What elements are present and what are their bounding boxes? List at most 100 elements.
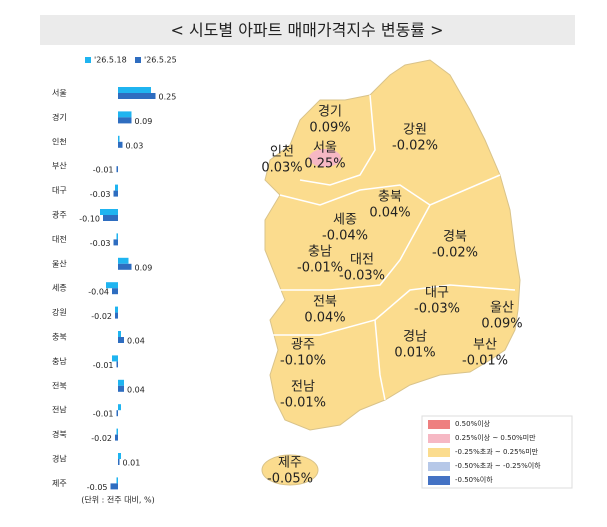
bar (115, 434, 118, 441)
region-border (374, 319, 386, 401)
value-label: -0.02 (91, 434, 112, 443)
value-label: -0.03 (90, 190, 111, 199)
value-label: 0.09 (135, 263, 153, 272)
region-name: 광주 (291, 338, 315, 353)
category-label: 충북 (52, 333, 67, 342)
region-name: 경북 (443, 230, 467, 245)
map-legend-swatch (428, 462, 450, 471)
bar (115, 184, 118, 191)
bar (110, 483, 118, 490)
region-name: 충남 (308, 245, 332, 260)
legend-label: '26.5.18 (94, 56, 127, 65)
bar (116, 233, 118, 240)
value-label: 0.04 (127, 385, 145, 394)
bar (118, 135, 120, 142)
category-label: 인천 (52, 136, 67, 146)
region-name: 충북 (378, 190, 402, 205)
category-label: 세종 (52, 284, 67, 293)
region-name: 대구 (425, 286, 449, 301)
bar (118, 331, 121, 337)
region-border (275, 204, 431, 291)
jeju-island (261, 454, 319, 486)
region-name: 경남 (403, 330, 427, 345)
bar (118, 379, 124, 386)
bar (118, 385, 124, 392)
bar (118, 257, 129, 264)
value-label: 0.03 (126, 141, 144, 150)
bar (116, 428, 118, 435)
bar (106, 282, 118, 289)
region-name: 전북 (313, 295, 337, 310)
map-legend-label: -0.25%초과 ~ 0.25%미만 (455, 447, 539, 456)
category-label: 제주 (52, 479, 67, 488)
map-legend-label: 0.25%이상 ~ 0.50%미만 (455, 433, 536, 442)
bar (116, 410, 118, 417)
region-value: 0.04% (304, 311, 345, 326)
region-value: -0.03% (339, 269, 385, 284)
value-label: 0.01 (123, 459, 141, 468)
bar (118, 337, 124, 343)
bar (116, 361, 118, 368)
map-legend-swatch (428, 476, 450, 485)
bar (118, 459, 120, 465)
category-label: 경북 (52, 429, 67, 439)
bar (118, 117, 132, 124)
value-label: -0.02 (91, 312, 112, 321)
value-label: -0.04 (88, 288, 109, 297)
bar (118, 93, 156, 99)
region-value: -0.01% (462, 354, 508, 369)
map-legend-swatch (428, 434, 450, 443)
bar (118, 111, 132, 118)
region-name: 경기 (318, 105, 342, 120)
value-label: -0.03 (90, 239, 111, 248)
map-legend-label: -0.50%초과 ~ -0.25%이하 (455, 461, 541, 470)
value-label: 0.09 (135, 117, 153, 126)
value-label: -0.01 (93, 166, 114, 175)
region-name: 서울 (313, 141, 337, 156)
bar (103, 215, 118, 221)
value-label: -0.10 (79, 215, 100, 224)
region-name: 울산 (490, 301, 514, 316)
region-value: 0.09% (309, 121, 350, 136)
category-label: 서울 (52, 89, 67, 98)
region-name: 제주 (278, 456, 302, 471)
region-value: 0.01% (394, 346, 435, 361)
bar (116, 166, 118, 173)
category-label: 대구 (52, 186, 67, 195)
seoul-region (309, 149, 341, 167)
region-border (299, 94, 376, 186)
value-label: 0.25 (159, 93, 177, 102)
bar (115, 306, 118, 313)
region-name: 강원 (403, 123, 427, 138)
legend-label: '26.5.25 (144, 56, 177, 65)
bar (112, 288, 118, 295)
bar (118, 404, 121, 411)
region-value: 0.03% (261, 161, 302, 176)
chart-title: < 시도별 아파트 매매가격지수 변동률 > (170, 21, 443, 40)
category-label: 광주 (52, 210, 67, 220)
bar (116, 477, 118, 484)
region-value: -0.10% (280, 354, 326, 369)
region-value: 0.04% (369, 206, 410, 221)
category-label: 전남 (52, 405, 67, 415)
value-label: -0.01 (93, 361, 114, 370)
value-label: 0.04 (127, 337, 145, 346)
region-value: -0.03% (414, 302, 460, 317)
bar (113, 239, 118, 246)
legend-swatch (85, 57, 91, 63)
category-label: 부산 (52, 161, 67, 171)
category-label: 경남 (52, 454, 67, 464)
map-legend-swatch (428, 448, 450, 457)
region-value: 0.09% (481, 317, 522, 332)
bar (100, 209, 118, 215)
category-label: 강원 (52, 307, 67, 317)
region-value: -0.02% (432, 246, 478, 261)
bar (113, 190, 118, 197)
bar (118, 263, 132, 270)
region-name: 세종 (333, 213, 357, 228)
title-bar (40, 15, 575, 45)
region-value: 0.25% (304, 157, 345, 172)
korea-mainland (264, 59, 521, 431)
region-value: -0.01% (297, 261, 343, 276)
